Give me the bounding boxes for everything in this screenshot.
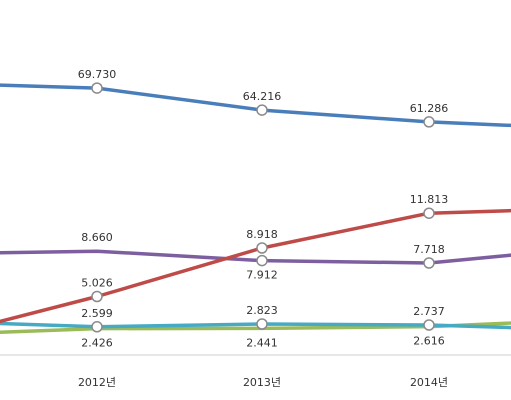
data-label: 2.616 <box>413 335 445 348</box>
data-label: 61.286 <box>410 102 449 115</box>
data-label: 2.737 <box>413 305 445 318</box>
marker-layer <box>91 82 435 333</box>
data-label: 7.718 <box>413 243 445 256</box>
data-label: 2.599 <box>81 307 113 320</box>
data-label: 7.912 <box>246 269 278 282</box>
data-point-marker <box>423 319 435 331</box>
data-label: 2.823 <box>246 304 278 317</box>
data-label: 5.026 <box>81 277 113 290</box>
data-label: 2.441 <box>246 336 278 349</box>
data-label: 8.660 <box>81 231 113 244</box>
data-point-marker <box>256 242 268 254</box>
data-label: 64.216 <box>243 90 282 103</box>
data-point-marker <box>91 290 103 303</box>
data-label: 69.730 <box>78 68 117 81</box>
data-label: 2.426 <box>81 337 113 350</box>
data-point-marker <box>91 321 103 333</box>
data-point-marker <box>423 257 435 269</box>
data-point-marker <box>256 254 268 267</box>
x-tick-label: 2013년 <box>243 376 281 389</box>
data-label-layer: 69.730 64.216 61.286 5.026 8.918 11.813 8.660 7… <box>78 68 449 350</box>
data-point-marker <box>256 318 268 330</box>
x-tick-label: 2012년 <box>78 376 116 389</box>
data-point-marker <box>256 104 268 116</box>
data-label: 11.813 <box>410 193 449 206</box>
x-tick-layer: 2012년 2013년 2014년 <box>78 376 448 389</box>
data-point-marker <box>423 116 435 128</box>
data-point-marker <box>91 82 103 94</box>
data-label: 8.918 <box>246 228 278 241</box>
x-tick-label: 2014년 <box>410 376 448 389</box>
data-point-marker <box>423 207 435 219</box>
